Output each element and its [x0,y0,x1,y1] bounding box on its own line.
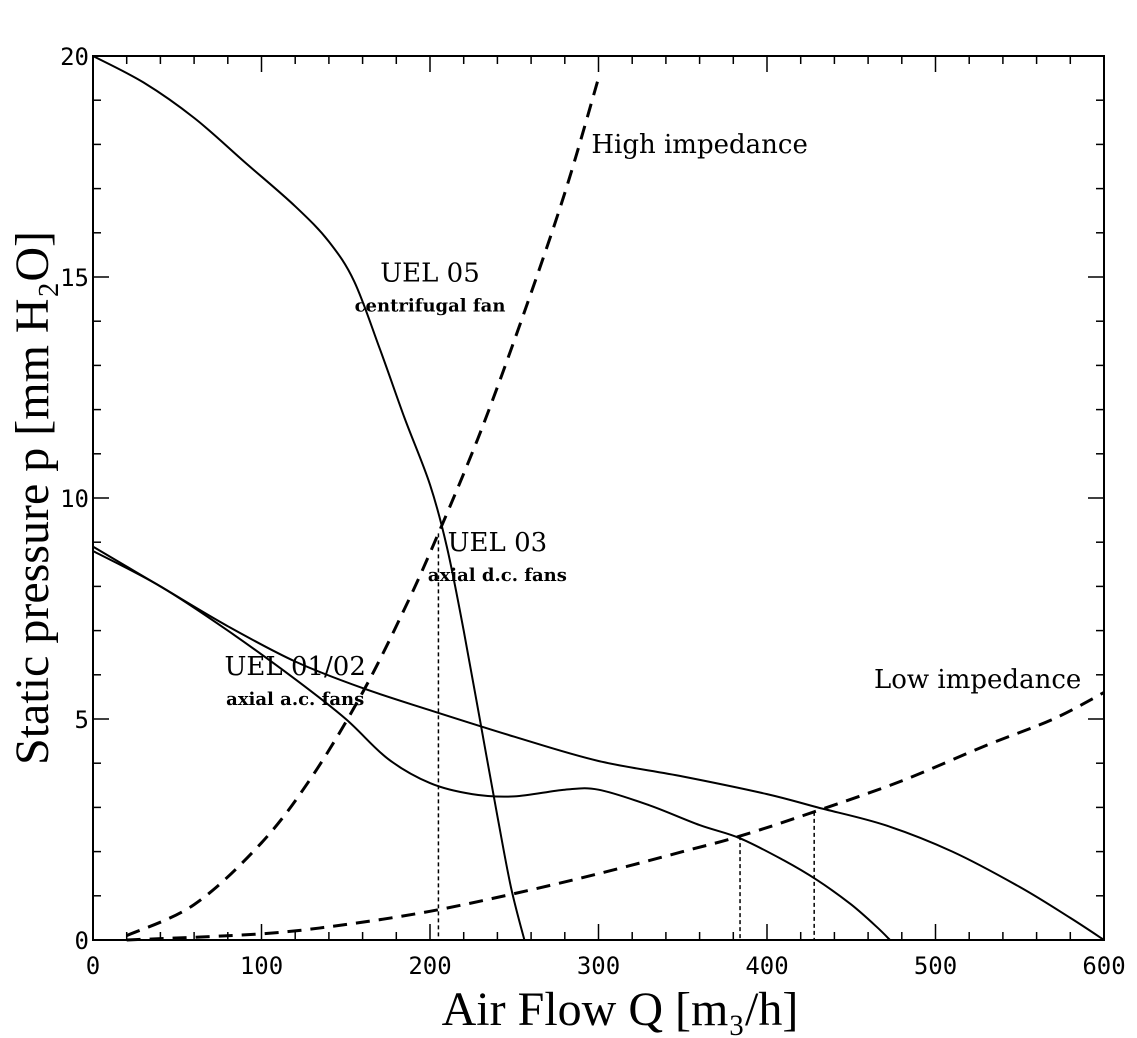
fan-curve-1 [92,545,1105,941]
impedance-curve-4 [126,691,1105,942]
y-tick-label: 20 [60,43,89,71]
y-tick-label: 10 [60,485,89,513]
y-axis-title: Static pressure p [mm H₂O] [6,231,59,765]
tick-labels: 0 100 200 300 400 500 600 0 5 10 15 20 [60,43,1126,980]
axis-ticks [92,55,1105,941]
x-tick-label: 400 [745,952,788,980]
annotation-text: UEL 03 [448,528,548,558]
curve-annotation: UEL 01/02 axial a.c. fans [225,652,366,710]
x-axis-title: Air Flow Q [m₃/h] [442,983,799,1036]
curve-annotation: UEL 05 centrifugal fan [355,258,506,316]
annotation-text: centrifugal fan [355,295,506,316]
fan-curve-2 [92,550,891,941]
annotation-text: Low impedance [874,665,1081,695]
fan-curve-0 [92,55,526,941]
x-tick-label: 200 [408,952,451,980]
series-group [92,55,1105,942]
x-tick-label: 100 [240,952,283,980]
y-tick-label: 15 [60,264,89,292]
plot-frame [92,55,1105,941]
curve-annotation: Low impedance [874,665,1081,695]
operating-point-droplines [437,533,815,940]
annotation-text: UEL 01/02 [225,652,366,682]
curve-annotation: High impedance [591,130,807,160]
annotation-text: axial a.c. fans [226,689,364,710]
impedance-curve-3 [126,77,600,937]
curve-annotations: UEL 05 centrifugal fan UEL 03 axial d.c. fa… [225,130,1082,710]
x-tick-label: 0 [86,952,100,980]
annotation-text: UEL 05 [380,258,480,288]
x-tick-label: 300 [577,952,620,980]
annotation-text: axial d.c. fans [428,565,567,586]
annotation-text: High impedance [591,130,807,160]
curve-annotation: UEL 03 axial d.c. fans [428,528,567,586]
y-tick-label: 5 [75,706,89,734]
x-tick-label: 600 [1082,952,1125,980]
x-tick-label: 500 [914,952,957,980]
y-tick-label: 0 [75,927,89,955]
